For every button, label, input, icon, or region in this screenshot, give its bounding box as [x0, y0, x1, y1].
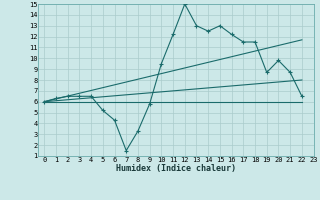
- X-axis label: Humidex (Indice chaleur): Humidex (Indice chaleur): [116, 164, 236, 173]
